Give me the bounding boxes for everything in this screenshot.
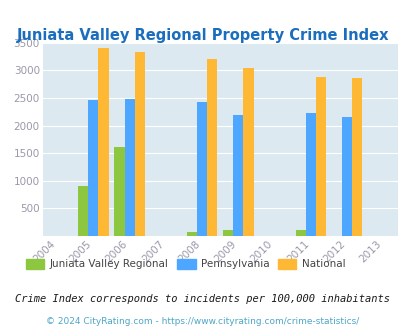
- Bar: [196, 102, 207, 236]
- Bar: [134, 52, 145, 236]
- Bar: [295, 230, 305, 236]
- Bar: [223, 230, 233, 236]
- Bar: [114, 147, 124, 236]
- Bar: [186, 232, 196, 236]
- Bar: [233, 115, 243, 236]
- Bar: [223, 230, 233, 236]
- Bar: [78, 186, 88, 236]
- Bar: [124, 99, 134, 236]
- Text: © 2024 CityRating.com - https://www.cityrating.com/crime-statistics/: © 2024 CityRating.com - https://www.city…: [46, 317, 359, 326]
- Bar: [352, 78, 362, 236]
- Bar: [305, 113, 315, 236]
- Bar: [88, 100, 98, 236]
- Bar: [98, 48, 109, 236]
- Text: Crime Index corresponds to incidents per 100,000 inhabitants: Crime Index corresponds to incidents per…: [15, 294, 390, 304]
- Bar: [295, 230, 305, 236]
- Legend: Juniata Valley Regional, Pennsylvania, National: Juniata Valley Regional, Pennsylvania, N…: [21, 255, 349, 274]
- Bar: [186, 232, 196, 236]
- Bar: [341, 117, 352, 236]
- Bar: [207, 59, 217, 236]
- Text: Juniata Valley Regional Property Crime Index: Juniata Valley Regional Property Crime I…: [17, 28, 388, 43]
- Bar: [243, 68, 253, 236]
- Bar: [315, 77, 325, 236]
